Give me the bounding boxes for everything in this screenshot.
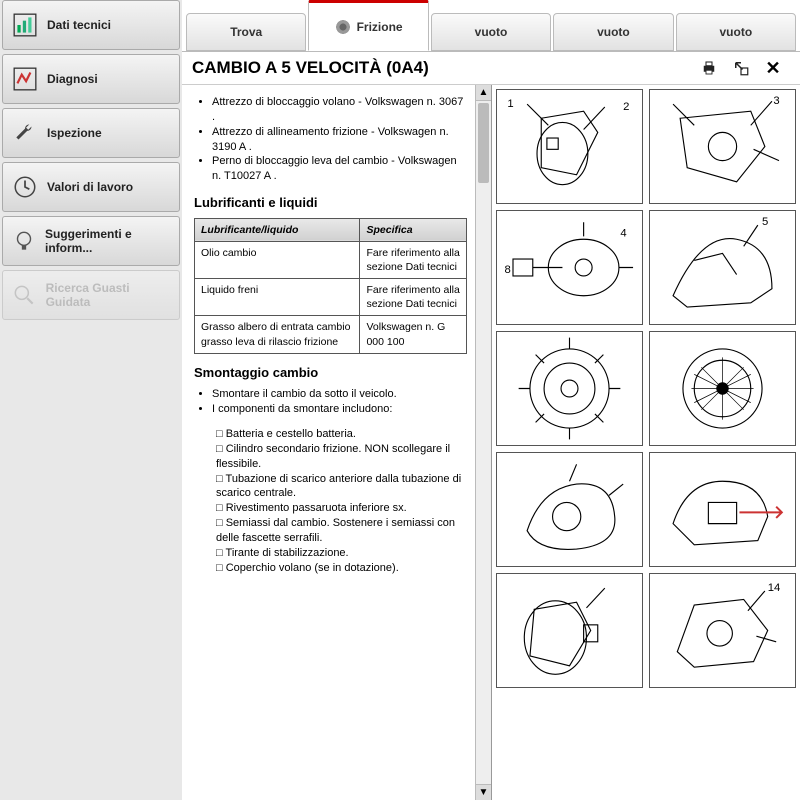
svg-text:4: 4 — [620, 227, 626, 239]
tab-vuoto-1[interactable]: vuoto — [431, 13, 551, 51]
sidebar-label: Dati tecnici — [47, 18, 111, 32]
col-header: Lubrificante/liquido — [195, 218, 360, 241]
diagram-4[interactable]: 5 — [649, 210, 796, 325]
app-root: Dati tecnici Diagnosi Ispezione Valori d… — [0, 0, 800, 800]
table-row: Liquido freni Fare riferimento alla sezi… — [195, 279, 467, 316]
cell: Fare riferimento alla sezione Dati tecni… — [360, 241, 467, 278]
svg-text:8: 8 — [505, 264, 511, 276]
sidebar: Dati tecnici Diagnosi Ispezione Valori d… — [0, 0, 182, 800]
list-item: I componenti da smontare includono: — [212, 402, 467, 417]
toolbar: ✕ — [700, 59, 790, 77]
scroll-up-icon[interactable]: ▲ — [476, 85, 491, 101]
print-icon[interactable] — [700, 59, 718, 77]
title-row: CAMBIO A 5 VELOCITÀ (0A4) ✕ — [182, 52, 800, 85]
disassembly-heading: Smontaggio cambio — [194, 364, 467, 382]
col-header: Specifica — [360, 218, 467, 241]
tab-label: vuoto — [475, 25, 508, 39]
document-scroll: Attrezzo di bloccaggio volano - Volkswag… — [182, 85, 475, 800]
disassembly-intro: Smontare il cambio da sotto il veicolo. … — [194, 387, 467, 417]
diagram-10[interactable]: 14 — [649, 573, 796, 688]
search-icon — [11, 281, 38, 309]
list-item: Smontare il cambio da sotto il veicolo. — [212, 387, 467, 402]
table-row: Grasso albero di entrata cambio grasso l… — [195, 316, 467, 353]
sidebar-item-valori[interactable]: Valori di lavoro — [2, 162, 180, 212]
diagram-column: 12 3 84 5 14 — [492, 85, 800, 800]
cell: Volkswagen n. G 000 100 — [360, 316, 467, 353]
tab-frizione[interactable]: Frizione — [308, 0, 428, 51]
sidebar-item-diagnosi[interactable]: Diagnosi — [2, 54, 180, 104]
sidebar-label: Valori di lavoro — [47, 180, 133, 194]
svg-text:14: 14 — [768, 582, 781, 594]
list-item: Coperchio volano (se in dotazione). — [216, 561, 467, 576]
list-item: Tirante di stabilizzazione. — [216, 546, 467, 561]
disassembly-checklist: Batteria e cestello batteria. Cilindro s… — [194, 427, 467, 575]
cell: Fare riferimento alla sezione Dati tecni… — [360, 279, 467, 316]
tab-label: Trova — [230, 25, 262, 39]
sidebar-item-ispezione[interactable]: Ispezione — [2, 108, 180, 158]
diagram-6[interactable] — [649, 331, 796, 446]
tab-bar: Trova Frizione vuoto vuoto vuoto — [182, 0, 800, 52]
diagram-8[interactable] — [649, 452, 796, 567]
diagram-2[interactable]: 3 — [649, 89, 796, 204]
list-item: Cilindro secondario frizione. NON scolle… — [216, 442, 467, 472]
diagram-5[interactable] — [496, 331, 643, 446]
content-row: Attrezzo di bloccaggio volano - Volkswag… — [182, 85, 800, 800]
sidebar-label: Diagnosi — [47, 72, 98, 86]
list-item: Tubazione di scarico anteriore dalla tub… — [216, 472, 467, 502]
list-item: Semiassi dal cambio. Sostenere i semiass… — [216, 516, 467, 546]
sidebar-item-ricerca-guasti: Ricerca Guasti Guidata — [2, 270, 180, 320]
popout-icon[interactable] — [732, 59, 750, 77]
document-column: Attrezzo di bloccaggio volano - Volkswag… — [182, 85, 492, 800]
tab-trova[interactable]: Trova — [186, 13, 306, 51]
svg-text:3: 3 — [773, 95, 779, 107]
sidebar-label: Ricerca Guasti Guidata — [46, 281, 171, 309]
table-header-row: Lubrificante/liquido Specifica — [195, 218, 467, 241]
close-icon[interactable]: ✕ — [764, 59, 782, 77]
list-item: Perno di bloccaggio leva del cambio - Vo… — [212, 154, 467, 184]
diagram-7[interactable] — [496, 452, 643, 567]
lubricants-heading: Lubrificanti e liquidi — [194, 194, 467, 212]
main-panel: Trova Frizione vuoto vuoto vuoto CAMBIO … — [182, 0, 800, 800]
svg-text:1: 1 — [507, 98, 513, 110]
list-item: Attrezzo di allineamento frizione - Volk… — [212, 125, 467, 155]
table-row: Olio cambio Fare riferimento alla sezion… — [195, 241, 467, 278]
svg-text:5: 5 — [762, 216, 768, 228]
list-item: Batteria e cestello batteria. — [216, 427, 467, 442]
tools-list: Attrezzo di bloccaggio volano - Volkswag… — [194, 95, 467, 184]
scrollbar[interactable]: ▲ ▼ — [475, 85, 491, 800]
clock-icon — [11, 173, 39, 201]
bulb-icon — [11, 227, 37, 255]
sidebar-label: Suggerimenti e inform... — [45, 227, 171, 255]
cell: Liquido freni — [195, 279, 360, 316]
tab-label: vuoto — [597, 25, 630, 39]
sidebar-item-suggerimenti[interactable]: Suggerimenti e inform... — [2, 216, 180, 266]
list-item: Rivestimento passaruota inferiore sx. — [216, 501, 467, 516]
sidebar-label: Ispezione — [47, 126, 102, 140]
page-title: CAMBIO A 5 VELOCITÀ (0A4) — [192, 58, 700, 78]
wrench-icon — [11, 119, 39, 147]
diagram-9[interactable] — [496, 573, 643, 688]
scroll-thumb[interactable] — [478, 103, 489, 183]
sidebar-item-dati-tecnici[interactable]: Dati tecnici — [2, 0, 180, 50]
diagram-1[interactable]: 12 — [496, 89, 643, 204]
lubricants-table: Lubrificante/liquido Specifica Olio camb… — [194, 218, 467, 354]
cell: Olio cambio — [195, 241, 360, 278]
tab-vuoto-3[interactable]: vuoto — [676, 13, 796, 51]
diagram-grid: 12 3 84 5 14 — [496, 89, 796, 688]
diagram-3[interactable]: 84 — [496, 210, 643, 325]
tab-vuoto-2[interactable]: vuoto — [553, 13, 673, 51]
tab-label: Frizione — [357, 20, 403, 34]
diagnosis-icon — [11, 65, 39, 93]
scroll-down-icon[interactable]: ▼ — [476, 784, 491, 800]
svg-text:2: 2 — [623, 101, 629, 113]
list-item: Attrezzo di bloccaggio volano - Volkswag… — [212, 95, 467, 125]
chart-icon — [11, 11, 39, 39]
tab-label: vuoto — [719, 25, 752, 39]
cell: Grasso albero di entrata cambio grasso l… — [195, 316, 360, 353]
